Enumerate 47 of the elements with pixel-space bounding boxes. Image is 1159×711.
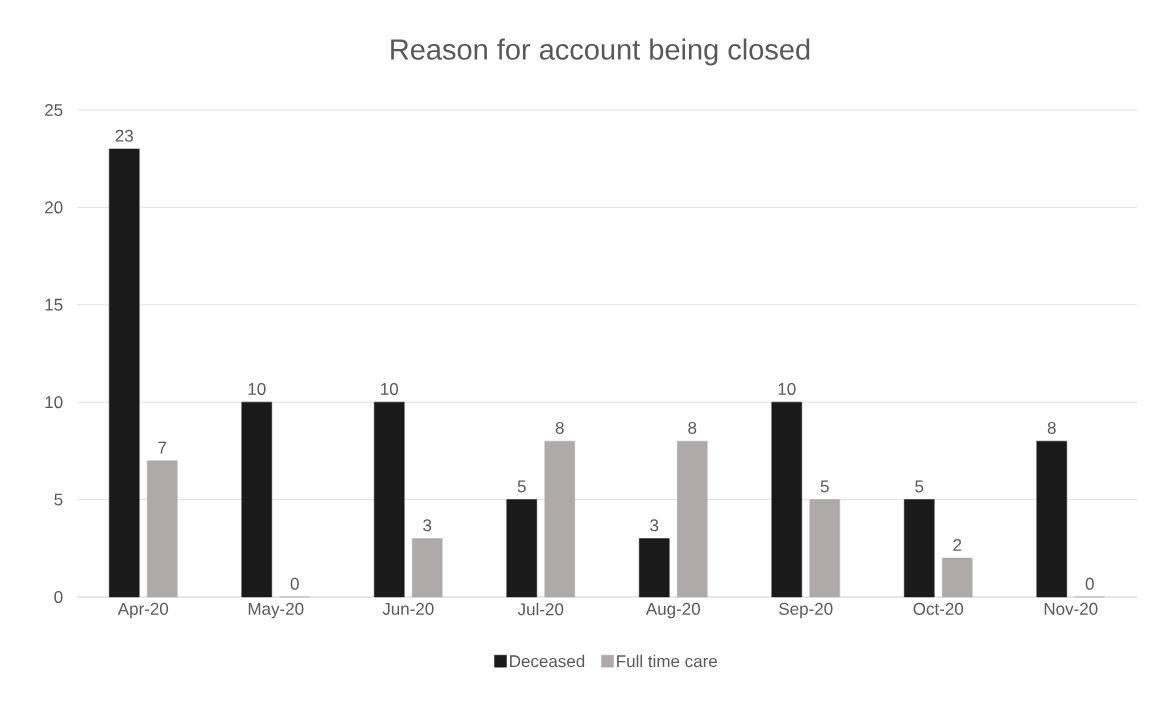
bar (677, 440, 708, 598)
x-tick-label: Jul-20 (517, 602, 564, 616)
y-tick-label: 25 (45, 103, 63, 117)
data-label: 5 (915, 480, 924, 493)
x-tick-label: Jun-20 (382, 602, 434, 615)
data-label: 0 (290, 577, 299, 590)
y-tick-label: 20 (45, 201, 63, 214)
data-label: 7 (158, 441, 167, 454)
bar (1036, 440, 1068, 598)
data-label: 5 (517, 480, 526, 493)
chart-title: Reason for account being closed (391, 38, 810, 66)
bar (374, 401, 405, 598)
x-tick-label: Sep-20 (779, 602, 833, 619)
legend-label: Deceased (510, 654, 585, 668)
x-tick-label: Aug-20 (645, 602, 700, 619)
bar (942, 557, 973, 598)
bar (412, 538, 443, 598)
y-tick-label: 0 (54, 590, 63, 604)
data-label: 8 (555, 421, 564, 434)
data-label: 0 (1085, 577, 1094, 590)
bar (109, 148, 140, 598)
y-tick-label: 15 (45, 298, 63, 311)
data-label: 8 (1047, 421, 1056, 434)
data-label: 2 (953, 538, 962, 551)
data-label: 3 (423, 519, 432, 532)
data-label: 10 (381, 382, 399, 395)
y-tick-label: 10 (45, 396, 63, 409)
data-label: 23 (115, 129, 133, 142)
x-tick-label: May-20 (248, 602, 304, 619)
data-label: 10 (778, 382, 796, 395)
data-label: 8 (688, 421, 697, 434)
bar (544, 440, 576, 598)
bar (904, 499, 935, 598)
y-tick-label: 5 (54, 493, 63, 506)
legend-label: Full time care (617, 654, 718, 668)
bar (771, 401, 803, 598)
bar (506, 499, 538, 598)
bar (147, 460, 178, 598)
data-label: 10 (248, 382, 266, 395)
x-tick-label: Oct-20 (913, 602, 964, 615)
data-label: 5 (820, 480, 829, 493)
x-tick-label: Nov-20 (1044, 602, 1098, 615)
bar (639, 538, 670, 598)
bar (241, 401, 273, 598)
bar (809, 499, 841, 598)
data-label: 3 (650, 519, 659, 532)
x-tick-label: Apr-20 (117, 602, 169, 619)
